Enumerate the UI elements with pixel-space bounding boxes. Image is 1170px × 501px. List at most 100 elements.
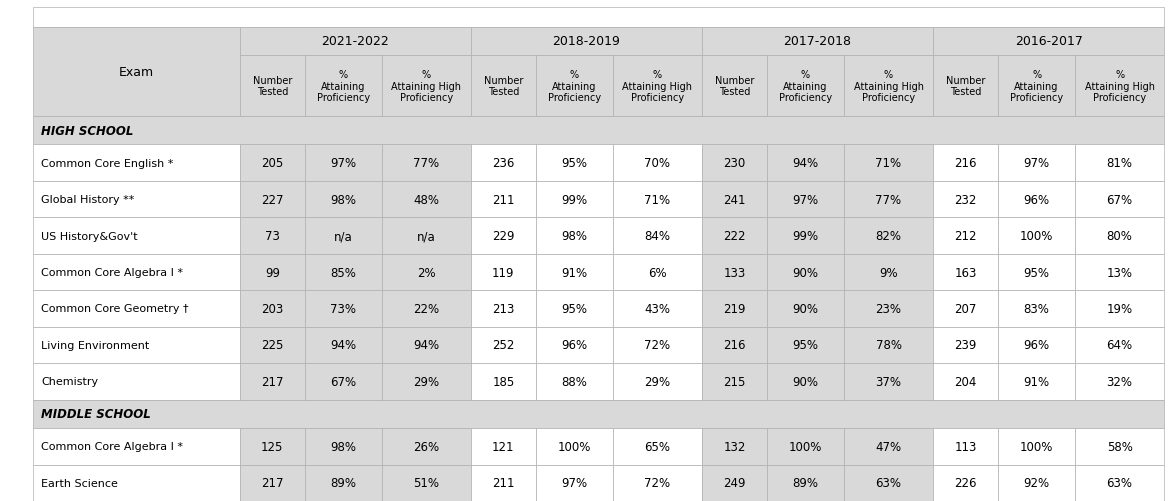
Bar xyxy=(932,56,998,117)
Bar xyxy=(844,327,932,363)
Bar xyxy=(240,363,304,400)
Text: 72%: 72% xyxy=(645,476,670,489)
Bar xyxy=(702,464,768,501)
Bar xyxy=(613,464,702,501)
Bar xyxy=(702,291,768,327)
Text: 89%: 89% xyxy=(330,476,357,489)
Text: 91%: 91% xyxy=(562,266,587,279)
Text: 95%: 95% xyxy=(562,157,587,170)
Bar xyxy=(536,363,613,400)
Bar xyxy=(932,218,998,254)
Text: 94%: 94% xyxy=(792,157,819,170)
Text: 58%: 58% xyxy=(1107,440,1133,453)
Bar xyxy=(470,291,536,327)
Text: 9%: 9% xyxy=(879,266,897,279)
Text: 100%: 100% xyxy=(1020,440,1053,453)
Bar xyxy=(768,428,844,464)
Text: 225: 225 xyxy=(261,339,283,352)
Text: 90%: 90% xyxy=(792,303,819,315)
Text: 229: 229 xyxy=(493,229,515,242)
Bar xyxy=(304,254,381,291)
Text: 163: 163 xyxy=(955,266,977,279)
Text: Common Core English *: Common Core English * xyxy=(41,158,173,168)
Text: Earth Science: Earth Science xyxy=(41,478,118,488)
Text: 2%: 2% xyxy=(417,266,435,279)
Text: 6%: 6% xyxy=(648,266,667,279)
Text: 227: 227 xyxy=(261,193,283,206)
Text: %
Attaining High
Proficiency: % Attaining High Proficiency xyxy=(622,70,693,103)
Bar xyxy=(240,327,304,363)
Text: HIGH SCHOOL: HIGH SCHOOL xyxy=(41,124,133,137)
Bar xyxy=(240,254,304,291)
Text: 65%: 65% xyxy=(645,440,670,453)
Bar xyxy=(844,254,932,291)
Text: 95%: 95% xyxy=(562,303,587,315)
Text: 85%: 85% xyxy=(330,266,356,279)
Text: %
Attaining
Proficiency: % Attaining Proficiency xyxy=(1010,70,1064,103)
Text: 219: 219 xyxy=(723,303,745,315)
Bar xyxy=(33,428,240,464)
Text: n/a: n/a xyxy=(417,229,435,242)
Bar xyxy=(304,145,381,181)
Text: MIDDLE SCHOOL: MIDDLE SCHOOL xyxy=(41,407,151,420)
Bar xyxy=(613,218,702,254)
Bar xyxy=(1075,291,1164,327)
Bar xyxy=(1075,145,1164,181)
Bar xyxy=(33,117,1164,145)
Text: 100%: 100% xyxy=(558,440,591,453)
Bar xyxy=(304,56,381,117)
Bar xyxy=(998,363,1075,400)
Text: 96%: 96% xyxy=(1024,193,1049,206)
Bar xyxy=(702,56,768,117)
Text: %
Attaining High
Proficiency: % Attaining High Proficiency xyxy=(854,70,923,103)
Text: 211: 211 xyxy=(493,476,515,489)
Bar xyxy=(33,8,1164,28)
Text: 217: 217 xyxy=(261,375,283,388)
Bar xyxy=(536,428,613,464)
Bar xyxy=(536,254,613,291)
Bar xyxy=(998,254,1075,291)
Text: %
Attaining High
Proficiency: % Attaining High Proficiency xyxy=(391,70,461,103)
Bar xyxy=(998,291,1075,327)
Text: US History&Gov't: US History&Gov't xyxy=(41,231,138,241)
Text: 48%: 48% xyxy=(413,193,440,206)
Text: 100%: 100% xyxy=(1020,229,1053,242)
Text: 2017-2018: 2017-2018 xyxy=(784,36,852,49)
Text: 99: 99 xyxy=(264,266,280,279)
Bar xyxy=(33,363,240,400)
Bar xyxy=(613,145,702,181)
Text: 211: 211 xyxy=(493,193,515,206)
Bar xyxy=(240,291,304,327)
Text: 2018-2019: 2018-2019 xyxy=(552,36,620,49)
Text: 67%: 67% xyxy=(330,375,357,388)
Bar xyxy=(381,254,470,291)
Text: 207: 207 xyxy=(955,303,977,315)
Bar xyxy=(33,291,240,327)
Text: 230: 230 xyxy=(723,157,745,170)
Bar xyxy=(768,291,844,327)
Text: 71%: 71% xyxy=(645,193,670,206)
Text: 2021-2022: 2021-2022 xyxy=(322,36,390,49)
Text: 95%: 95% xyxy=(792,339,819,352)
Bar xyxy=(998,181,1075,218)
Text: n/a: n/a xyxy=(333,229,352,242)
Bar xyxy=(381,464,470,501)
Text: 73: 73 xyxy=(264,229,280,242)
Bar xyxy=(998,464,1075,501)
Text: 99%: 99% xyxy=(562,193,587,206)
Text: Number
Tested: Number Tested xyxy=(715,76,755,97)
Bar xyxy=(470,363,536,400)
Bar xyxy=(702,145,768,181)
Bar xyxy=(381,428,470,464)
Text: 92%: 92% xyxy=(1024,476,1049,489)
Text: 96%: 96% xyxy=(562,339,587,352)
Text: 204: 204 xyxy=(955,375,977,388)
Text: 100%: 100% xyxy=(789,440,823,453)
Bar xyxy=(932,327,998,363)
Text: 205: 205 xyxy=(261,157,283,170)
Text: 216: 216 xyxy=(723,339,745,352)
Text: 252: 252 xyxy=(493,339,515,352)
Text: Number
Tested: Number Tested xyxy=(253,76,292,97)
Bar xyxy=(1075,327,1164,363)
Text: 72%: 72% xyxy=(645,339,670,352)
